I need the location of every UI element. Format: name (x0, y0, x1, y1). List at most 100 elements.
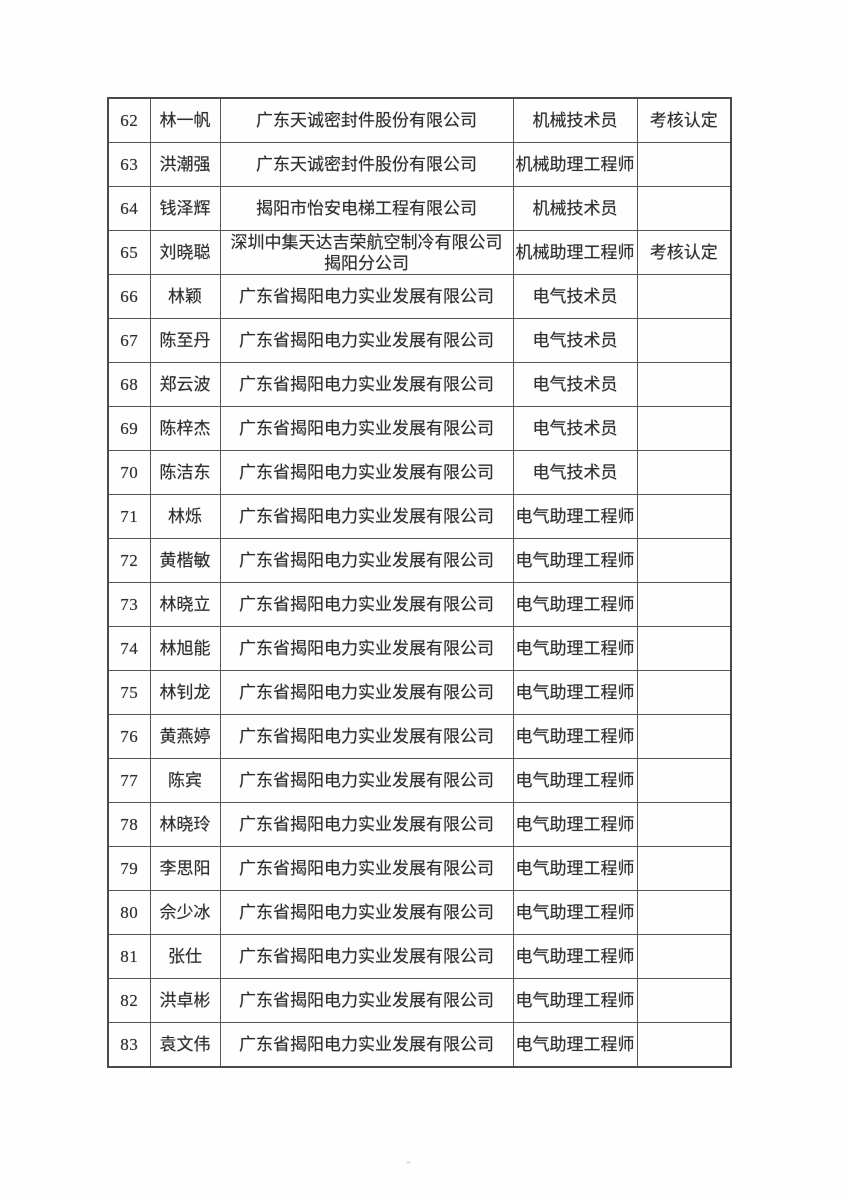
cell-row-number: 77 (107, 758, 151, 803)
cell-note: 考核认定 (636, 97, 732, 143)
cell-job-title: 电气技术员 (512, 318, 638, 363)
cell-company-name: 广东省揭阳电力实业发展有限公司 (219, 494, 514, 539)
table-row: 78 林晓玲 广东省揭阳电力实业发展有限公司 电气助理工程师 (107, 802, 732, 847)
cell-note (636, 802, 732, 847)
cell-row-number: 69 (107, 406, 151, 451)
cell-person-name: 陈宾 (149, 758, 221, 803)
cell-note (636, 890, 732, 935)
cell-note (636, 362, 732, 407)
cell-note (636, 1022, 732, 1068)
cell-company-name: 深圳中集天达吉荣航空制冷有限公司揭阳分公司 (219, 230, 514, 275)
cell-note (636, 494, 732, 539)
cell-row-number: 78 (107, 802, 151, 847)
cell-job-title: 电气技术员 (512, 450, 638, 495)
table-row: 80 佘少冰 广东省揭阳电力实业发展有限公司 电气助理工程师 (107, 890, 732, 935)
cell-company-name: 广东天诚密封件股份有限公司 (219, 142, 514, 187)
table-row: 83 袁文伟 广东省揭阳电力实业发展有限公司 电气助理工程师 (107, 1022, 732, 1068)
table-row: 68 郑云波 广东省揭阳电力实业发展有限公司 电气技术员 (107, 362, 732, 407)
cell-row-number: 63 (107, 142, 151, 187)
cell-company-name: 广东省揭阳电力实业发展有限公司 (219, 670, 514, 715)
cell-job-title: 机械助理工程师 (512, 142, 638, 187)
cell-person-name: 李思阳 (149, 846, 221, 891)
cell-job-title: 机械技术员 (512, 97, 638, 143)
cell-row-number: 83 (107, 1022, 151, 1068)
cell-company-name: 广东省揭阳电力实业发展有限公司 (219, 406, 514, 451)
cell-row-number: 64 (107, 186, 151, 231)
cell-job-title: 电气助理工程师 (512, 582, 638, 627)
cell-company-name: 广东省揭阳电力实业发展有限公司 (219, 758, 514, 803)
cell-note (636, 406, 732, 451)
cell-note (636, 538, 732, 583)
cell-person-name: 林晓玲 (149, 802, 221, 847)
cell-row-number: 68 (107, 362, 151, 407)
cell-note (636, 714, 732, 759)
cell-note (636, 934, 732, 979)
cell-job-title: 电气技术员 (512, 406, 638, 451)
cell-note (636, 670, 732, 715)
table-row: 65 刘晓聪 深圳中集天达吉荣航空制冷有限公司揭阳分公司 机械助理工程师 考核认… (107, 230, 732, 275)
cell-job-title: 电气助理工程师 (512, 626, 638, 671)
cell-company-name: 揭阳市怡安电梯工程有限公司 (219, 186, 514, 231)
cell-row-number: 67 (107, 318, 151, 363)
table-row: 76 黄燕婷 广东省揭阳电力实业发展有限公司 电气助理工程师 (107, 714, 732, 759)
cell-person-name: 张仕 (149, 934, 221, 979)
table-row: 62 林一帆 广东天诚密封件股份有限公司 机械技术员 考核认定 (107, 97, 732, 143)
cell-job-title: 电气助理工程师 (512, 934, 638, 979)
cell-note (636, 846, 732, 891)
cell-row-number: 82 (107, 978, 151, 1023)
cell-company-name: 广东天诚密封件股份有限公司 (219, 97, 514, 143)
cell-person-name: 洪卓彬 (149, 978, 221, 1023)
table-row: 81 张仕 广东省揭阳电力实业发展有限公司 电气助理工程师 (107, 934, 732, 979)
cell-note: 考核认定 (636, 230, 732, 275)
personnel-roster-table: 62 林一帆 广东天诚密封件股份有限公司 机械技术员 考核认定 63 洪潮强 广… (107, 97, 732, 1068)
cell-row-number: 71 (107, 494, 151, 539)
cell-job-title: 电气技术员 (512, 362, 638, 407)
cell-note (636, 758, 732, 803)
cell-job-title: 机械助理工程师 (512, 230, 638, 275)
cell-company-name: 广东省揭阳电力实业发展有限公司 (219, 362, 514, 407)
cell-company-name: 广东省揭阳电力实业发展有限公司 (219, 274, 514, 319)
cell-note (636, 450, 732, 495)
cell-job-title: 电气助理工程师 (512, 758, 638, 803)
roster-table-body: 62 林一帆 广东天诚密封件股份有限公司 机械技术员 考核认定 63 洪潮强 广… (107, 97, 732, 1068)
cell-note (636, 274, 732, 319)
cell-row-number: 80 (107, 890, 151, 935)
cell-row-number: 75 (107, 670, 151, 715)
cell-person-name: 黄楷敏 (149, 538, 221, 583)
cell-company-name: 广东省揭阳电力实业发展有限公司 (219, 978, 514, 1023)
table-row: 67 陈至丹 广东省揭阳电力实业发展有限公司 电气技术员 (107, 318, 732, 363)
cell-note (636, 186, 732, 231)
cell-row-number: 73 (107, 582, 151, 627)
cell-row-number: 65 (107, 230, 151, 275)
cell-row-number: 76 (107, 714, 151, 759)
cell-job-title: 电气助理工程师 (512, 890, 638, 935)
cell-person-name: 林烁 (149, 494, 221, 539)
cell-row-number: 72 (107, 538, 151, 583)
cell-company-name: 广东省揭阳电力实业发展有限公司 (219, 626, 514, 671)
cell-row-number: 66 (107, 274, 151, 319)
table-row: 66 林颖 广东省揭阳电力实业发展有限公司 电气技术员 (107, 274, 732, 319)
cell-company-name: 广东省揭阳电力实业发展有限公司 (219, 450, 514, 495)
table-row: 79 李思阳 广东省揭阳电力实业发展有限公司 电气助理工程师 (107, 846, 732, 891)
cell-person-name: 林一帆 (149, 97, 221, 143)
scan-artifact-speck (406, 1161, 411, 1164)
table-row: 64 钱泽辉 揭阳市怡安电梯工程有限公司 机械技术员 (107, 186, 732, 231)
cell-company-name: 广东省揭阳电力实业发展有限公司 (219, 1022, 514, 1068)
cell-person-name: 林旭能 (149, 626, 221, 671)
table-row: 77 陈宾 广东省揭阳电力实业发展有限公司 电气助理工程师 (107, 758, 732, 803)
cell-job-title: 电气助理工程师 (512, 538, 638, 583)
cell-row-number: 62 (107, 97, 151, 143)
cell-person-name: 陈至丹 (149, 318, 221, 363)
cell-person-name: 刘晓聪 (149, 230, 221, 275)
cell-person-name: 林钊龙 (149, 670, 221, 715)
cell-company-name: 广东省揭阳电力实业发展有限公司 (219, 538, 514, 583)
table-row: 73 林晓立 广东省揭阳电力实业发展有限公司 电气助理工程师 (107, 582, 732, 627)
cell-person-name: 林晓立 (149, 582, 221, 627)
cell-row-number: 74 (107, 626, 151, 671)
cell-person-name: 林颖 (149, 274, 221, 319)
cell-note (636, 582, 732, 627)
table-row: 82 洪卓彬 广东省揭阳电力实业发展有限公司 电气助理工程师 (107, 978, 732, 1023)
cell-company-name: 广东省揭阳电力实业发展有限公司 (219, 934, 514, 979)
cell-job-title: 机械技术员 (512, 186, 638, 231)
